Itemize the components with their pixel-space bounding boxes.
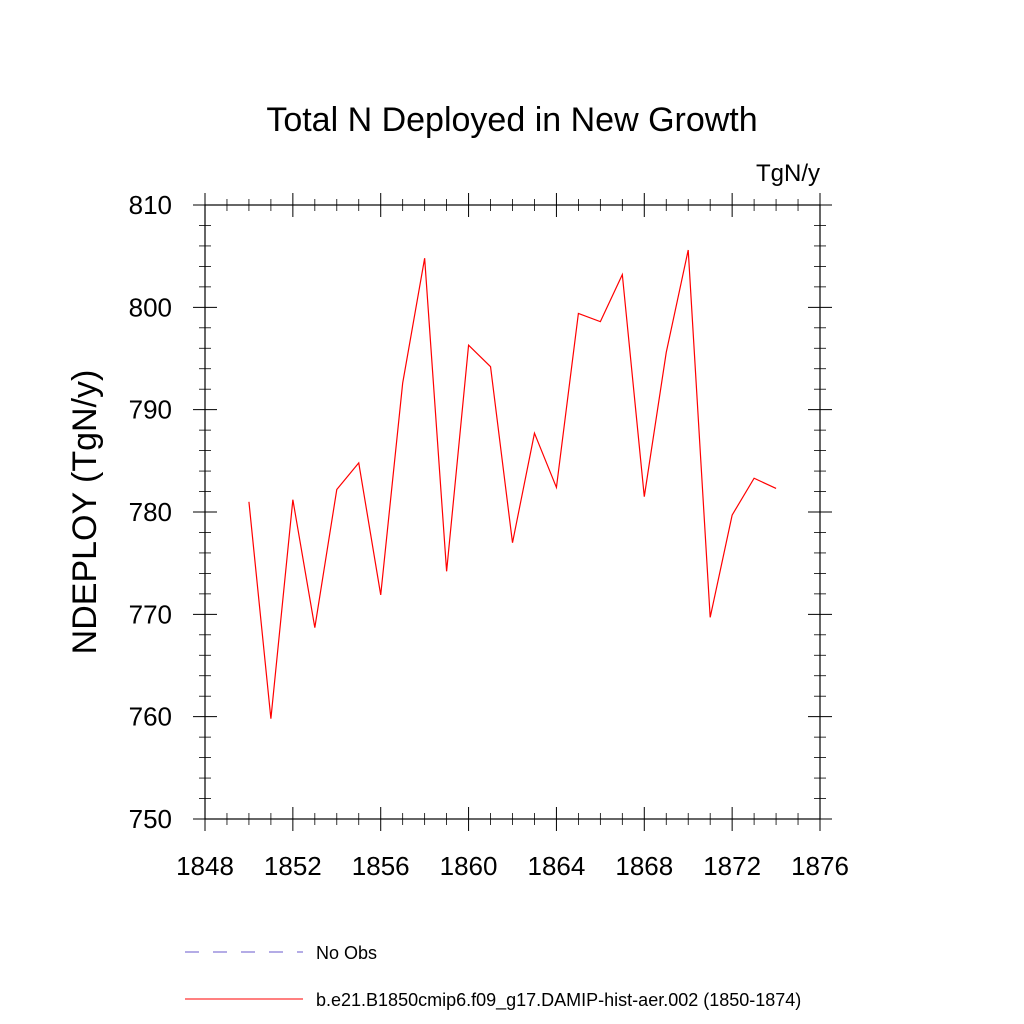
series-line-0: [248, 249, 777, 719]
x-tick-label: 1868: [615, 851, 673, 881]
x-tick-label: 1876: [791, 851, 849, 881]
x-tick-label: 1860: [440, 851, 498, 881]
y-tick-label: 790: [129, 395, 172, 425]
y-tick-label: 780: [129, 497, 172, 527]
x-tick-label: 1864: [528, 851, 586, 881]
tick-labels: 1848 1852 1856 1860 1864 1868 1872 1876 750 760 77…: [129, 190, 849, 881]
axis-ticks: [193, 193, 832, 831]
units-label: TgN/y: [756, 160, 820, 187]
series-lines: [248, 249, 777, 719]
legend-label: No Obs: [316, 943, 377, 963]
x-tick-label: 1856: [352, 851, 410, 881]
y-tick-label: 750: [129, 804, 172, 834]
y-tick-label: 770: [129, 599, 172, 629]
x-tick-label: 1872: [703, 851, 761, 881]
y-axis-label: NDEPLOY (TgN/y): [66, 370, 104, 655]
plot-frame: [204, 204, 821, 820]
y-tick-label: 800: [129, 292, 172, 322]
legend: No Obs b.e21.B1850cmip6.f09_g17.DAMIP-his…: [185, 943, 801, 1011]
chart-title: Total N Deployed in New Growth: [266, 101, 757, 139]
x-tick-label: 1848: [176, 851, 234, 881]
y-tick-label: 810: [129, 190, 172, 220]
y-tick-label: 760: [129, 702, 172, 732]
legend-label: b.e21.B1850cmip6.f09_g17.DAMIP-hist-aer.…: [316, 990, 801, 1011]
x-tick-label: 1852: [264, 851, 322, 881]
